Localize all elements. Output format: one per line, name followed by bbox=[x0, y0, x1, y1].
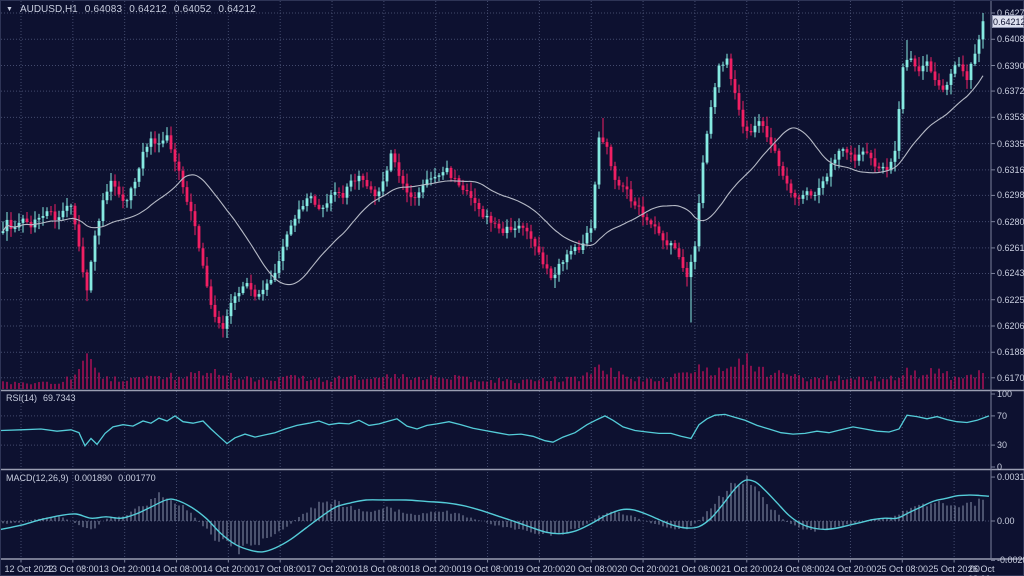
macd-signal-line bbox=[1, 479, 990, 553]
time-axis-label: 17 Oct 08:00 bbox=[254, 564, 306, 574]
time-axis-label: 21 Oct 08:00 bbox=[669, 564, 721, 574]
axis-ticks bbox=[20, 12, 1007, 563]
price-axis-label: 0.63165 bbox=[997, 164, 1024, 175]
price-axis-label: 0.63535 bbox=[997, 112, 1024, 123]
rsi-indicator-label: RSI(14) 69.7343 bbox=[6, 393, 76, 404]
price-axis-label: 0.62435 bbox=[997, 268, 1024, 279]
macd-axis-label: 0.00314 bbox=[997, 472, 1024, 483]
rsi-axis-label: 30 bbox=[997, 440, 1008, 451]
grid-lines bbox=[1, 1, 991, 559]
rsi-axis-label: 100 bbox=[997, 389, 1013, 399]
macd-axis-label: 0.00 bbox=[997, 516, 1015, 526]
price-axis-label: 0.64085 bbox=[997, 34, 1024, 45]
time-axis-label: 24 Oct 20:00 bbox=[824, 564, 877, 574]
rsi-line bbox=[1, 413, 990, 448]
time-axis-label: 26 Oct 08:00 bbox=[968, 564, 995, 576]
ohlc-close: 0.64212 bbox=[218, 4, 256, 15]
current-price-tag: 0.64212 bbox=[992, 14, 1024, 28]
time-axis-label: 18 Oct 08:00 bbox=[358, 564, 410, 574]
time-axis-label: 13 Oct 20:00 bbox=[98, 564, 151, 574]
time-axis-label: 14 Oct 20:00 bbox=[202, 564, 255, 574]
time-axis-label: 20 Oct 20:00 bbox=[617, 564, 669, 574]
macd-axis-label: -0.00281 bbox=[997, 555, 1024, 566]
time-axis-label: 25 Oct 20:00 bbox=[928, 564, 980, 574]
moving-average-line bbox=[2, 75, 984, 286]
macd-main-value: 0.001890 bbox=[74, 473, 113, 483]
time-axis-label: 25 Oct 08:00 bbox=[876, 564, 929, 574]
time-axis-label: 13 Oct 08:00 bbox=[47, 564, 99, 574]
rsi-name: RSI(14) bbox=[6, 393, 38, 403]
time-axis-label: 18 Oct 20:00 bbox=[409, 564, 462, 574]
symbol-timeframe-label: AUDUSD,H1 bbox=[19, 4, 78, 15]
time-axis-label: 19 Oct 20:00 bbox=[513, 564, 566, 574]
time-axis-label: 20 Oct 08:00 bbox=[565, 564, 618, 574]
price-axis-label: 0.62065 bbox=[997, 320, 1024, 331]
time-axis-label: 19 Oct 08:00 bbox=[461, 564, 514, 574]
rsi-value: 69.7343 bbox=[43, 393, 76, 403]
ohlc-high: 0.64212 bbox=[129, 4, 167, 15]
time-axis[interactable]: 12 Oct 2022 13 Oct 08:00 13 Oct 20:00 14 Oc… bbox=[1, 559, 1024, 576]
time-axis-label: 12 Oct 2022 bbox=[4, 564, 54, 574]
chart-title-bar: ▼ AUDUSD,H1 0.64083 0.64212 0.64052 0.64… bbox=[6, 4, 256, 15]
price-axis-label: 0.62985 bbox=[997, 190, 1024, 201]
time-axis-label: 17 Oct 20:00 bbox=[306, 564, 358, 574]
macd-indicator-label: MACD(12,26,9) 0.001890 0.001770 bbox=[6, 473, 156, 484]
ohlc-low: 0.64052 bbox=[173, 4, 212, 15]
pane-separators bbox=[1, 389, 1024, 560]
time-axis-label: 14 Oct 08:00 bbox=[150, 564, 203, 574]
time-axis-label: 21 Oct 20:00 bbox=[720, 564, 773, 574]
rsi-axis-label: 0 bbox=[997, 462, 1003, 472]
chart-menu-icon[interactable]: ▼ bbox=[6, 6, 13, 13]
price-axis-label: 0.61700 bbox=[997, 372, 1024, 383]
volume-bars bbox=[2, 353, 984, 389]
ohlc-open: 0.64083 bbox=[84, 4, 123, 15]
macd-signal-value: 0.001770 bbox=[118, 473, 156, 483]
rsi-axis-label: 70 bbox=[997, 410, 1008, 421]
price-axis-label: 0.62615 bbox=[997, 242, 1024, 253]
time-axis-label: 24 Oct 08:00 bbox=[772, 564, 825, 574]
macd-name: MACD(12,26,9) bbox=[6, 473, 69, 483]
candlesticks bbox=[1, 13, 985, 339]
